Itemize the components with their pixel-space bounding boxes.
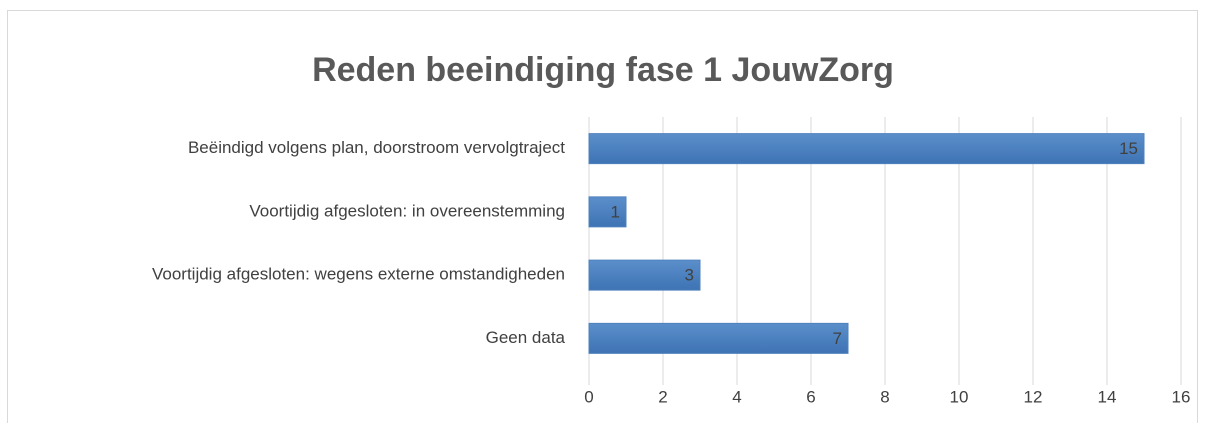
x-tick-label: 2 (658, 387, 667, 406)
data-label: 1 (611, 202, 620, 221)
y-tick-label: Voortijdig afgesloten: wegens externe om… (152, 265, 565, 284)
bar (588, 259, 701, 291)
bar (588, 322, 849, 354)
x-tick-label: 12 (1024, 387, 1043, 406)
y-tick-label: Geen data (486, 328, 566, 347)
y-tick-label: Beëindigd volgens plan, doorstroom vervo… (188, 138, 565, 157)
x-tick-label: 0 (584, 387, 593, 406)
x-tick-label: 6 (806, 387, 815, 406)
x-tick-label: 4 (732, 387, 741, 406)
chart-border (7, 10, 1198, 423)
x-tick-label: 16 (1172, 387, 1191, 406)
y-tick-label: Voortijdig afgesloten: in overeenstemmin… (249, 201, 565, 220)
data-label: 7 (833, 329, 842, 348)
bar (588, 196, 627, 228)
x-tick-label: 10 (950, 387, 969, 406)
x-tick-label: 14 (1098, 387, 1117, 406)
bar (588, 133, 1145, 165)
data-label: 3 (685, 266, 694, 285)
chart-title: Reden beeindiging fase 1 JouwZorg (312, 51, 894, 89)
x-tick-label: 8 (880, 387, 889, 406)
data-label: 15 (1119, 139, 1138, 158)
